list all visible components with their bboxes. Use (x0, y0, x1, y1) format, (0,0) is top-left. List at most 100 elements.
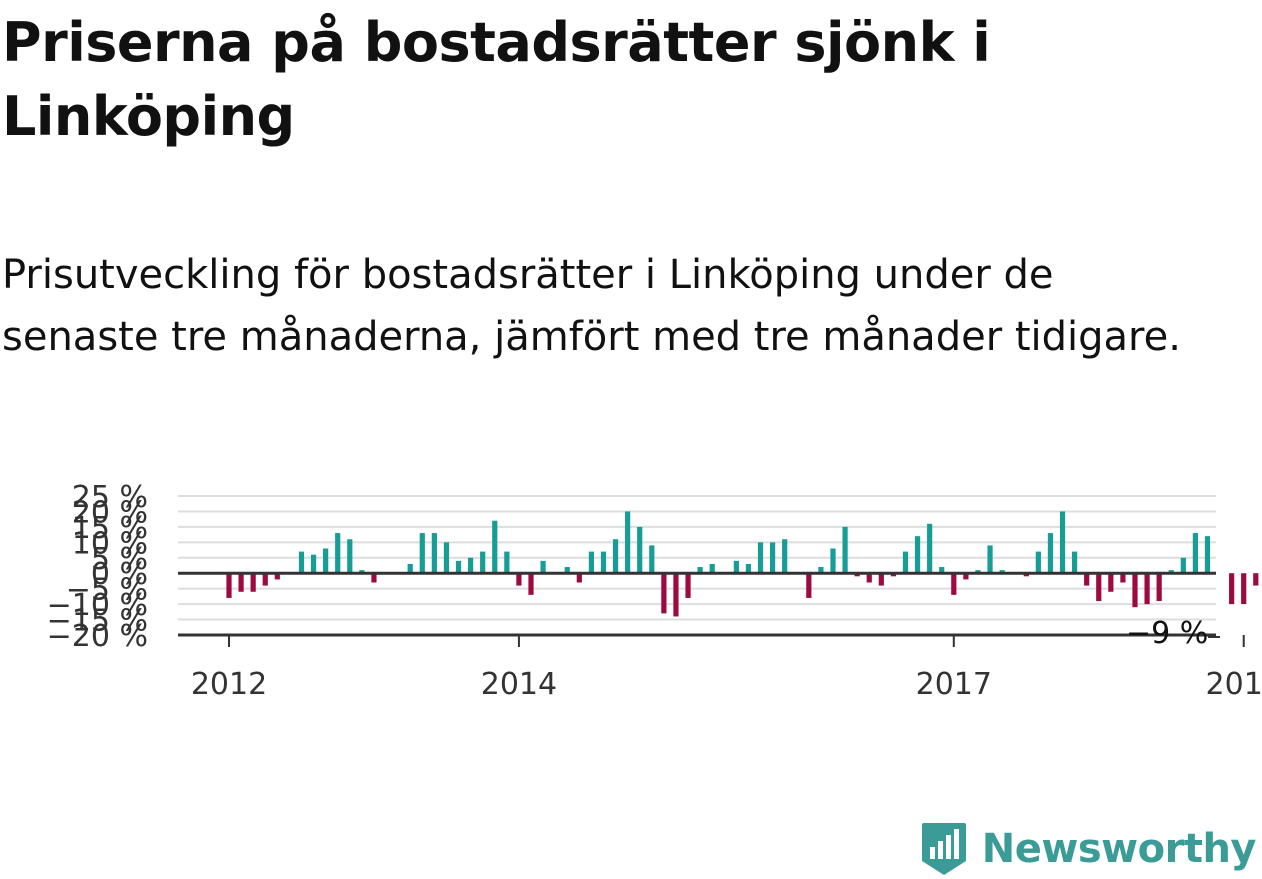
bar (576, 573, 582, 583)
bar (419, 533, 425, 574)
bar (649, 545, 655, 574)
bar (927, 523, 933, 574)
bar (335, 533, 341, 574)
y-tick-label: 15 % (72, 511, 148, 546)
bar (612, 539, 619, 574)
bar (963, 573, 969, 580)
bar (250, 573, 256, 592)
bar (685, 573, 691, 598)
bar (890, 573, 896, 577)
bar (468, 557, 474, 574)
bar (902, 551, 909, 574)
bar (310, 554, 317, 574)
bar (830, 548, 836, 574)
bar (528, 573, 534, 595)
bar (516, 573, 522, 586)
x-tick-label: 2012 (191, 667, 267, 702)
x-tick-label: 2019 (1206, 667, 1262, 702)
bar (782, 539, 788, 574)
bar (939, 567, 945, 574)
bar (1204, 536, 1211, 574)
chart-title: Priserna på bostadsrätter sjönk i Linköp… (2, 11, 991, 148)
bar (987, 545, 993, 574)
bar (733, 560, 739, 574)
bar (637, 526, 643, 574)
bar (1023, 573, 1029, 577)
bar (347, 539, 353, 574)
bar (1035, 551, 1041, 574)
x-tick-label: 2014 (481, 667, 557, 702)
bar (504, 551, 510, 574)
bar (1096, 573, 1102, 602)
bar (1072, 551, 1078, 574)
bar (757, 542, 764, 574)
brand-name: Newsworthy (981, 826, 1257, 872)
y-tick-label: −20 % (47, 619, 148, 654)
y-tick-label: 10 % (72, 526, 148, 561)
bar (1156, 573, 1162, 602)
bars (226, 511, 1259, 617)
bar (298, 551, 305, 574)
y-tick-label: 0 % (91, 557, 148, 592)
bar (661, 573, 667, 614)
bar (274, 573, 280, 580)
bar (1059, 511, 1066, 574)
bar (1144, 573, 1150, 605)
bar (371, 573, 377, 583)
bar (1132, 573, 1138, 608)
bar (564, 567, 570, 574)
y-axis-labels: 25 %20 %15 %10 %5 %0 %−5 %−10 %−15 %−20 … (47, 480, 148, 654)
bar (1192, 533, 1198, 574)
chart-subtitle: Prisutveckling för bostadsrätter i Linkö… (2, 252, 1181, 360)
bar (1241, 573, 1247, 605)
bar (709, 563, 715, 574)
newsworthy-logo-icon (921, 823, 966, 875)
bar (226, 573, 232, 598)
bar (540, 560, 546, 574)
bar (359, 570, 365, 574)
bar (480, 551, 486, 574)
bar (975, 570, 981, 574)
bar (1047, 533, 1054, 574)
bar (1253, 573, 1259, 586)
axes (178, 571, 1216, 637)
bar (625, 511, 631, 574)
bar (323, 548, 329, 574)
bar (697, 567, 703, 574)
bar (745, 563, 752, 574)
last-value-label: −9 % (1126, 616, 1208, 651)
bar (1108, 573, 1114, 592)
bar (878, 573, 884, 586)
bar (999, 570, 1005, 574)
y-tick-label: 25 % (72, 480, 148, 515)
bar-chart: 25 %20 %15 %10 %5 %0 %−5 %−10 %−15 %−20 … (47, 480, 1262, 702)
bar (431, 533, 437, 574)
bar (673, 573, 679, 617)
y-tick-label: 20 % (72, 495, 148, 530)
bar (407, 563, 413, 574)
x-tick-label: 2017 (916, 667, 992, 702)
y-tick-label: −5 % (66, 573, 148, 608)
x-axis-labels: 201220142017201920222024 (191, 635, 1262, 702)
bar (842, 526, 848, 574)
bar (951, 573, 957, 595)
annotations: −9 % (1126, 616, 1220, 651)
bar (1229, 573, 1235, 605)
bar (914, 536, 921, 574)
bar (806, 573, 812, 598)
bar (854, 573, 860, 577)
bar (1180, 557, 1186, 574)
bar (262, 573, 268, 586)
bar (770, 542, 776, 574)
y-tick-label: 5 % (91, 542, 148, 577)
bar (588, 551, 594, 574)
bar (455, 560, 462, 574)
bar (443, 542, 450, 574)
bar (238, 573, 244, 592)
bar (818, 567, 824, 574)
bar (600, 551, 607, 574)
bar (866, 573, 872, 583)
bar (1120, 573, 1126, 583)
brand: Newsworthy (920, 821, 1257, 877)
bar (1084, 573, 1090, 586)
